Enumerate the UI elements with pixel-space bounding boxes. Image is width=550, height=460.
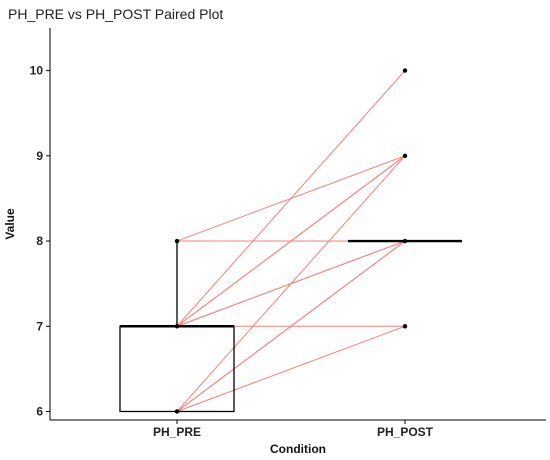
chart-title: PH_PRE vs PH_POST Paired Plot: [8, 6, 224, 22]
data-point: [402, 68, 408, 73]
x-tick-label: PH_PRE: [153, 425, 201, 439]
pair-line: [176, 155, 406, 327]
x-ticks: PH_PRE PH_POST: [153, 420, 434, 439]
y-tick-label: 6: [36, 404, 43, 418]
pair-line: [176, 240, 406, 412]
x-axis-title: Condition: [270, 442, 326, 456]
data-point: [402, 324, 408, 329]
pair-lines: [176, 70, 406, 412]
y-axis-title: Value: [3, 208, 17, 240]
data-point: [174, 409, 180, 414]
y-tick-label: 9: [36, 149, 43, 163]
axes: [49, 28, 546, 421]
data-point: [174, 238, 180, 244]
x-tick-label: PH_POST: [377, 425, 434, 439]
data-point: [174, 324, 180, 329]
y-ticks: 6 7 8 9 10: [30, 64, 50, 418]
data-point: [402, 153, 408, 159]
y-tick-label: 7: [36, 319, 43, 333]
y-tick-label: 8: [36, 234, 43, 248]
pair-line: [176, 70, 406, 327]
pair-line: [176, 325, 406, 412]
y-tick-label: 10: [30, 64, 44, 78]
pair-line: [176, 155, 406, 412]
box-iqr: [119, 325, 235, 413]
data-point: [402, 238, 408, 244]
points: [174, 68, 408, 414]
